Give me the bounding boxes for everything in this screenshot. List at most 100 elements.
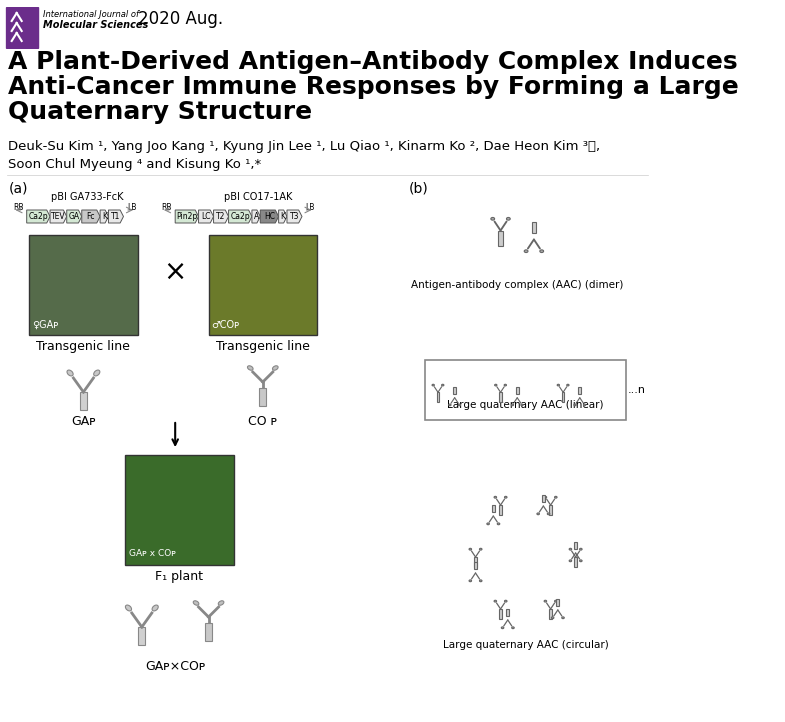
Ellipse shape [487,523,489,525]
Ellipse shape [469,548,472,550]
Text: HC: HC [264,212,275,221]
Text: Molecular Sciences: Molecular Sciences [43,20,148,30]
Text: K: K [102,212,107,221]
Ellipse shape [547,513,550,515]
Polygon shape [67,210,82,223]
Polygon shape [228,210,252,223]
Ellipse shape [93,370,100,376]
Ellipse shape [540,250,543,253]
Bar [562,392,564,401]
Ellipse shape [458,404,461,406]
Ellipse shape [562,617,564,619]
Ellipse shape [480,548,482,550]
Text: RB: RB [162,203,172,212]
Text: Large quaternary AAC (linear): Large quaternary AAC (linear) [447,400,604,410]
Text: ♀GAᴘ: ♀GAᴘ [31,320,58,330]
Text: ×: × [163,258,187,286]
Text: RB: RB [13,203,24,212]
Ellipse shape [569,548,571,550]
Text: pBI CO17-1AK: pBI CO17-1AK [225,192,293,202]
Bar [125,455,234,565]
Text: Quaternary Structure: Quaternary Structure [9,100,312,124]
Text: A Plant-Derived Antigen–Antibody Complex Induces: A Plant-Derived Antigen–Antibody Complex… [9,50,738,74]
Bar [531,222,536,233]
Text: GAᴘ x COᴘ: GAᴘ x COᴘ [130,549,177,558]
Ellipse shape [506,217,510,220]
Text: Transgenic line: Transgenic line [216,340,310,353]
Ellipse shape [569,560,571,562]
Ellipse shape [193,601,199,605]
Ellipse shape [505,496,507,498]
Ellipse shape [494,496,497,498]
Ellipse shape [502,627,504,629]
Text: Transgenic line: Transgenic line [36,340,130,353]
Text: F₁ plant: F₁ plant [155,570,203,583]
Bar [453,387,456,394]
Ellipse shape [554,496,557,498]
Ellipse shape [567,384,569,386]
Text: CO ᴘ: CO ᴘ [248,415,277,428]
Ellipse shape [480,580,482,582]
Polygon shape [108,210,123,223]
Text: GA: GA [68,212,80,221]
Bar [436,392,440,401]
Polygon shape [27,210,50,223]
Text: Ca2p: Ca2p [231,212,250,221]
Text: LB: LB [127,203,137,212]
Ellipse shape [544,496,546,498]
Text: T1: T1 [111,212,121,221]
Ellipse shape [579,560,582,562]
Bar [492,505,495,512]
Polygon shape [214,210,228,223]
Bar [579,387,581,394]
Ellipse shape [497,523,500,525]
Ellipse shape [152,605,159,611]
Ellipse shape [521,404,523,406]
Polygon shape [252,210,261,223]
Ellipse shape [126,605,132,611]
Ellipse shape [218,601,224,605]
Text: pBI GA733-FcK: pBI GA733-FcK [51,192,124,202]
Ellipse shape [494,600,497,602]
Text: Soon Chul Myeung ⁴ and Kisung Ko ¹,*: Soon Chul Myeung ⁴ and Kisung Ko ¹,* [9,158,261,171]
Ellipse shape [504,384,506,386]
Ellipse shape [583,404,586,406]
Ellipse shape [554,600,557,602]
Bar [557,599,560,606]
Polygon shape [261,210,279,223]
Bar [499,392,502,401]
Text: Anti-Cancer Immune Responses by Forming a Large: Anti-Cancer Immune Responses by Forming … [9,75,739,99]
Text: ♂COᴘ: ♂COᴘ [211,320,239,330]
Polygon shape [50,210,67,223]
Text: Ca2p: Ca2p [28,212,48,221]
Text: LC: LC [201,212,211,221]
Bar [260,388,266,406]
Ellipse shape [495,384,497,386]
Text: ...n: ...n [627,385,645,395]
FancyBboxPatch shape [5,7,39,49]
Text: GAᴘ: GAᴘ [71,415,96,428]
Ellipse shape [524,250,528,253]
Bar [549,609,552,619]
Ellipse shape [537,513,539,515]
Text: A: A [254,212,259,221]
Bar [574,557,577,567]
Ellipse shape [449,404,451,406]
Bar [549,505,552,516]
Ellipse shape [551,617,554,619]
Ellipse shape [579,548,582,550]
Ellipse shape [491,217,495,220]
Text: T3: T3 [290,212,299,221]
Text: Fc: Fc [86,212,95,221]
Ellipse shape [544,600,546,602]
Ellipse shape [272,366,278,370]
Bar [205,623,212,641]
Bar [474,562,477,569]
Ellipse shape [247,366,253,370]
Text: Large quaternary AAC (circular): Large quaternary AAC (circular) [443,640,608,650]
Bar [574,542,577,549]
Bar [542,495,545,502]
Bar [516,387,519,394]
Ellipse shape [574,404,576,406]
Bar [474,557,477,567]
